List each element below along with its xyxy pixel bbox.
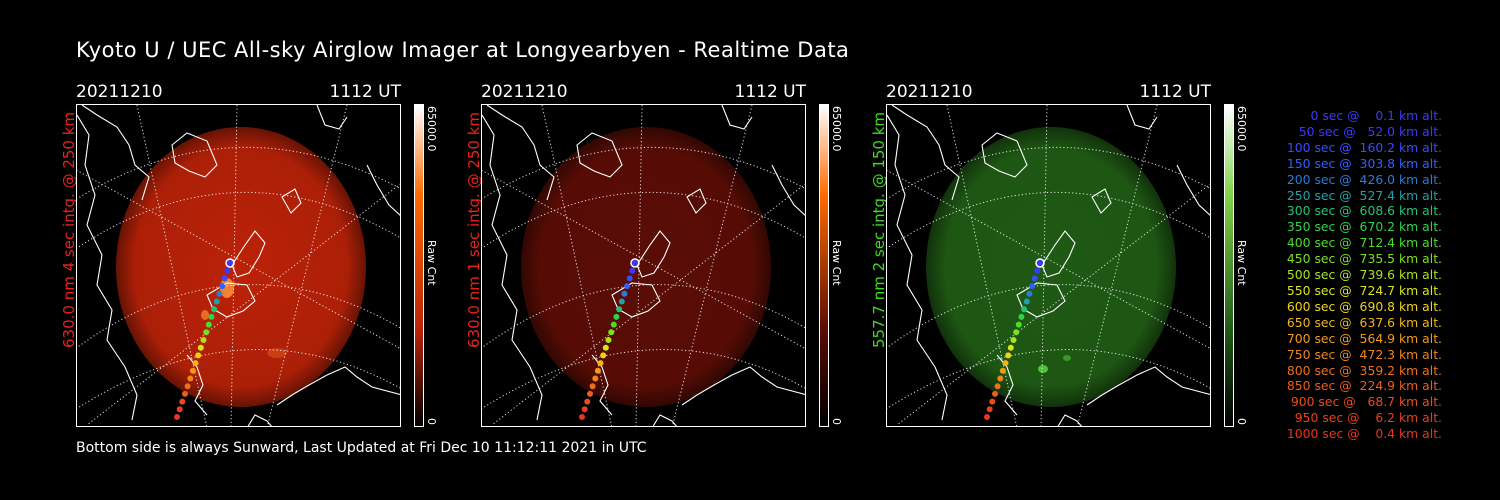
legend-row: 200 sec @ 426.0 km alt. bbox=[1282, 171, 1442, 187]
colorbar-unit: Raw Cnt bbox=[830, 240, 843, 286]
legend-row: 400 sec @ 712.4 km alt. bbox=[1282, 235, 1442, 251]
colorbar-max: 65000.0 bbox=[425, 106, 438, 152]
legend-row: 600 sec @ 690.8 km alt. bbox=[1282, 298, 1442, 314]
legend-row: 350 sec @ 670.2 km alt. bbox=[1282, 219, 1442, 235]
colorbar-min: 0 bbox=[830, 418, 843, 425]
lat-lon-grid bbox=[887, 105, 1210, 426]
legend-row: 250 sec @ 527.4 km alt. bbox=[1282, 187, 1442, 203]
colorbar bbox=[1224, 104, 1234, 427]
legend-row: 1000 sec @ 0.4 km alt. bbox=[1286, 426, 1442, 442]
airglow-image bbox=[521, 127, 771, 407]
legend-row: 750 sec @ 472.3 km alt. bbox=[1282, 346, 1442, 362]
colorbar-min: 0 bbox=[1235, 418, 1248, 425]
trajectory-track bbox=[984, 260, 1043, 420]
allsky-map bbox=[886, 104, 1211, 427]
colorbar bbox=[414, 104, 424, 427]
legend-row: 950 sec @ 6.2 km alt. bbox=[1290, 410, 1442, 426]
panel-630-1sec: 20211210 1112 UT 630.0 nm 1 sec intg. @ … bbox=[465, 82, 881, 432]
page-title: Kyoto U / UEC All-sky Airglow Imager at … bbox=[76, 38, 850, 62]
lat-lon-grid bbox=[482, 105, 805, 426]
colorbar-max: 65000.0 bbox=[1235, 106, 1248, 152]
lat-lon-grid bbox=[77, 105, 400, 426]
panel-time: 1112 UT bbox=[1139, 82, 1212, 102]
legend-row: 550 sec @ 724.7 km alt. bbox=[1282, 282, 1442, 298]
legend-row: 700 sec @ 564.9 km alt. bbox=[1282, 330, 1442, 346]
trajectory-legend: 0 sec @ 0.1 km alt. 50 sec @ 52.0 km alt… bbox=[1250, 108, 1442, 442]
panel-date: 20211210 bbox=[481, 82, 568, 102]
trajectory-track bbox=[174, 260, 233, 420]
panel-time: 1112 UT bbox=[329, 82, 402, 102]
legend-row: 150 sec @ 303.8 km alt. bbox=[1282, 155, 1442, 171]
airglow-image bbox=[116, 127, 366, 407]
legend-row: 850 sec @ 224.9 km alt. bbox=[1282, 378, 1442, 394]
colorbar-min: 0 bbox=[425, 418, 438, 425]
footer-note: Bottom side is always Sunward, Last Upda… bbox=[76, 440, 647, 456]
legend-row: 500 sec @ 739.6 km alt. bbox=[1282, 267, 1442, 283]
legend-row: 900 sec @ 68.7 km alt. bbox=[1286, 394, 1442, 410]
panel-630-4sec: 20211210 1112 UT 630.0 nm 4 sec intg. @ … bbox=[60, 82, 476, 432]
colorbar-max: 65000.0 bbox=[830, 106, 843, 152]
colorbar-unit: Raw Cnt bbox=[425, 240, 438, 286]
legend-row: 300 sec @ 608.6 km alt. bbox=[1282, 203, 1442, 219]
panel-time: 1112 UT bbox=[734, 82, 807, 102]
legend-row: 800 sec @ 359.2 km alt. bbox=[1282, 362, 1442, 378]
panel-date: 20211210 bbox=[886, 82, 973, 102]
legend-row: 100 sec @ 160.2 km alt. bbox=[1282, 139, 1442, 155]
legend-row: 0 sec @ 0.1 km alt. bbox=[1298, 108, 1442, 123]
panel-557-2sec: 20211210 1112 UT 557.7 nm 2 sec intg. @ … bbox=[870, 82, 1286, 432]
trajectory-track bbox=[579, 260, 638, 420]
legend-row: 50 sec @ 52.0 km alt. bbox=[1290, 123, 1442, 139]
colorbar bbox=[819, 104, 829, 427]
airglow-image bbox=[926, 127, 1176, 407]
panel-date: 20211210 bbox=[76, 82, 163, 102]
legend-row: 450 sec @ 735.5 km alt. bbox=[1282, 251, 1442, 267]
allsky-map bbox=[481, 104, 806, 427]
allsky-map bbox=[76, 104, 401, 427]
colorbar-unit: Raw Cnt bbox=[1235, 240, 1248, 286]
legend-row: 650 sec @ 637.6 km alt. bbox=[1282, 314, 1442, 330]
